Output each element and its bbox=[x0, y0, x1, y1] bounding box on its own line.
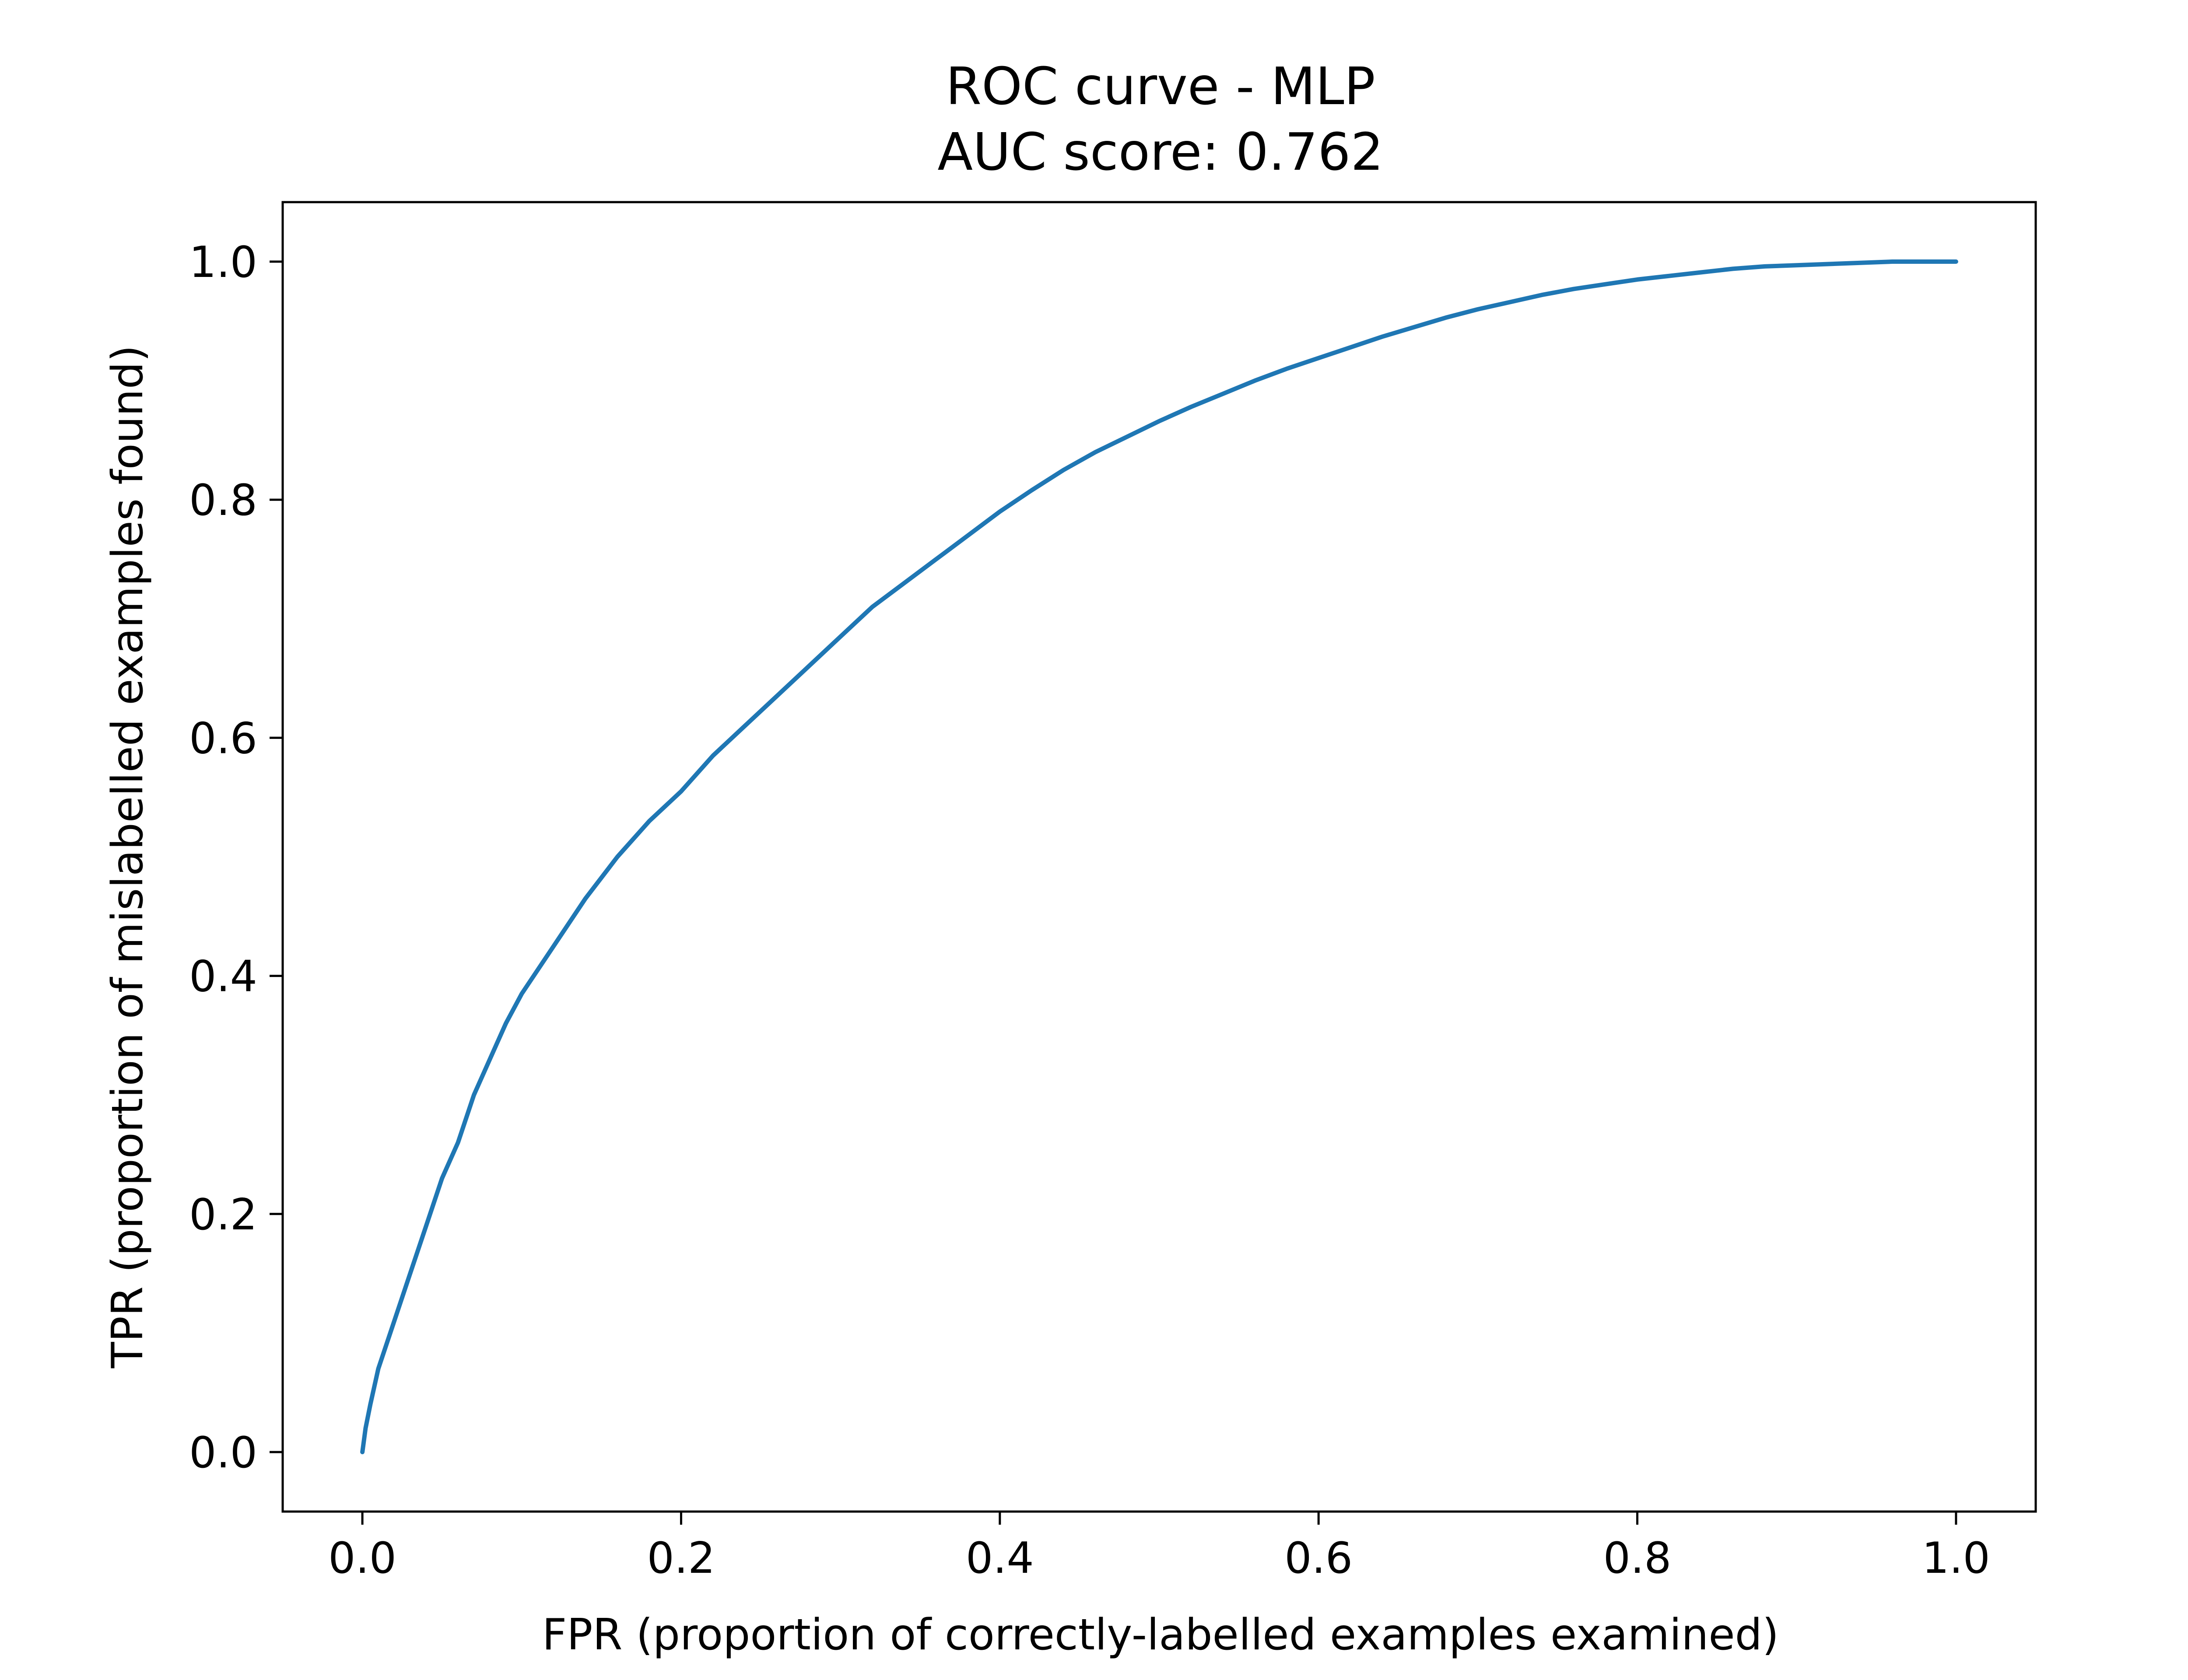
x-tick-label: 0.0 bbox=[328, 1533, 396, 1583]
y-tick-label: 0.0 bbox=[189, 1428, 257, 1478]
y-tick-label: 0.4 bbox=[189, 952, 257, 1002]
y-tick-label: 0.6 bbox=[189, 714, 257, 763]
y-tick-label: 1.0 bbox=[189, 238, 257, 287]
axis-ticks: 0.0 0.2 0.4 0.6 0.8 1.0 0.0 0.2 0.4 0.6 0.8 1.0 bbox=[189, 238, 1990, 1583]
data-series bbox=[360, 259, 1958, 1454]
chart-subtitle: AUC score: 0.762 bbox=[937, 122, 1383, 182]
x-tick-label: 1.0 bbox=[1922, 1533, 1990, 1583]
x-tick-label: 0.4 bbox=[966, 1533, 1034, 1583]
roc-curve-line bbox=[360, 259, 1958, 1454]
y-tick-label: 0.8 bbox=[189, 476, 257, 525]
chart-title: ROC curve - MLP bbox=[946, 56, 1375, 116]
x-tick-label: 0.2 bbox=[647, 1533, 715, 1583]
y-axis-label: TPR (proportion of mislabelled examples … bbox=[103, 345, 153, 1368]
x-axis-label: FPR (proportion of correctly-labelled ex… bbox=[542, 1610, 1779, 1660]
y-tick-label: 0.2 bbox=[189, 1190, 257, 1240]
plot-area-frame bbox=[281, 201, 2037, 1513]
x-tick-label: 0.6 bbox=[1284, 1533, 1353, 1583]
x-tick-label: 0.8 bbox=[1603, 1533, 1672, 1583]
